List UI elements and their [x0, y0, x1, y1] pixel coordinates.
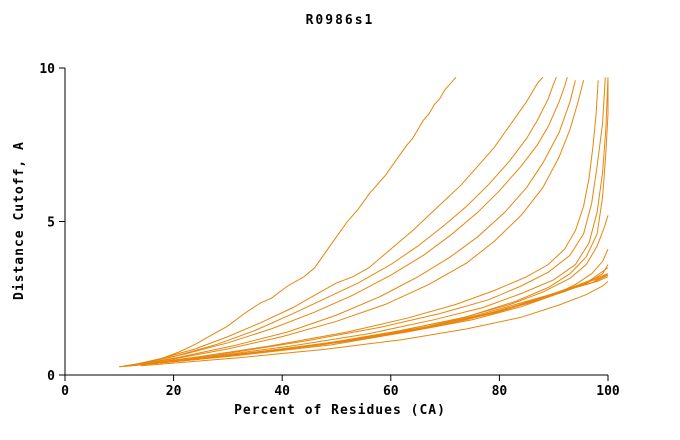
x-tick-label: 0	[61, 384, 69, 399]
series-line	[130, 267, 609, 367]
series-line	[124, 80, 585, 367]
x-tick-label: 80	[492, 384, 508, 399]
x-tick-label: 60	[383, 384, 399, 399]
series-line	[130, 80, 609, 367]
series-line	[130, 248, 609, 367]
series-line	[135, 76, 544, 365]
y-tick-label: 5	[47, 216, 55, 231]
series-line	[140, 281, 609, 367]
chart-title: R0986s1	[305, 13, 375, 28]
series-line	[119, 276, 609, 368]
series-line	[130, 264, 609, 367]
x-tick-label: 20	[166, 384, 182, 399]
series-line	[140, 77, 568, 364]
x-axis-label: Percent of Residues (CA)	[234, 403, 446, 418]
x-tick-label: 40	[274, 384, 290, 399]
series-line	[146, 76, 457, 364]
series-line	[135, 215, 609, 366]
y-tick-label: 10	[39, 62, 55, 77]
series-line	[124, 77, 609, 367]
y-tick-label: 0	[47, 369, 55, 384]
series-line	[124, 274, 609, 367]
series-line	[130, 77, 557, 366]
series-line	[135, 77, 606, 366]
series-line	[130, 80, 599, 367]
x-tick-label: 100	[596, 384, 620, 399]
series-line	[130, 80, 576, 367]
